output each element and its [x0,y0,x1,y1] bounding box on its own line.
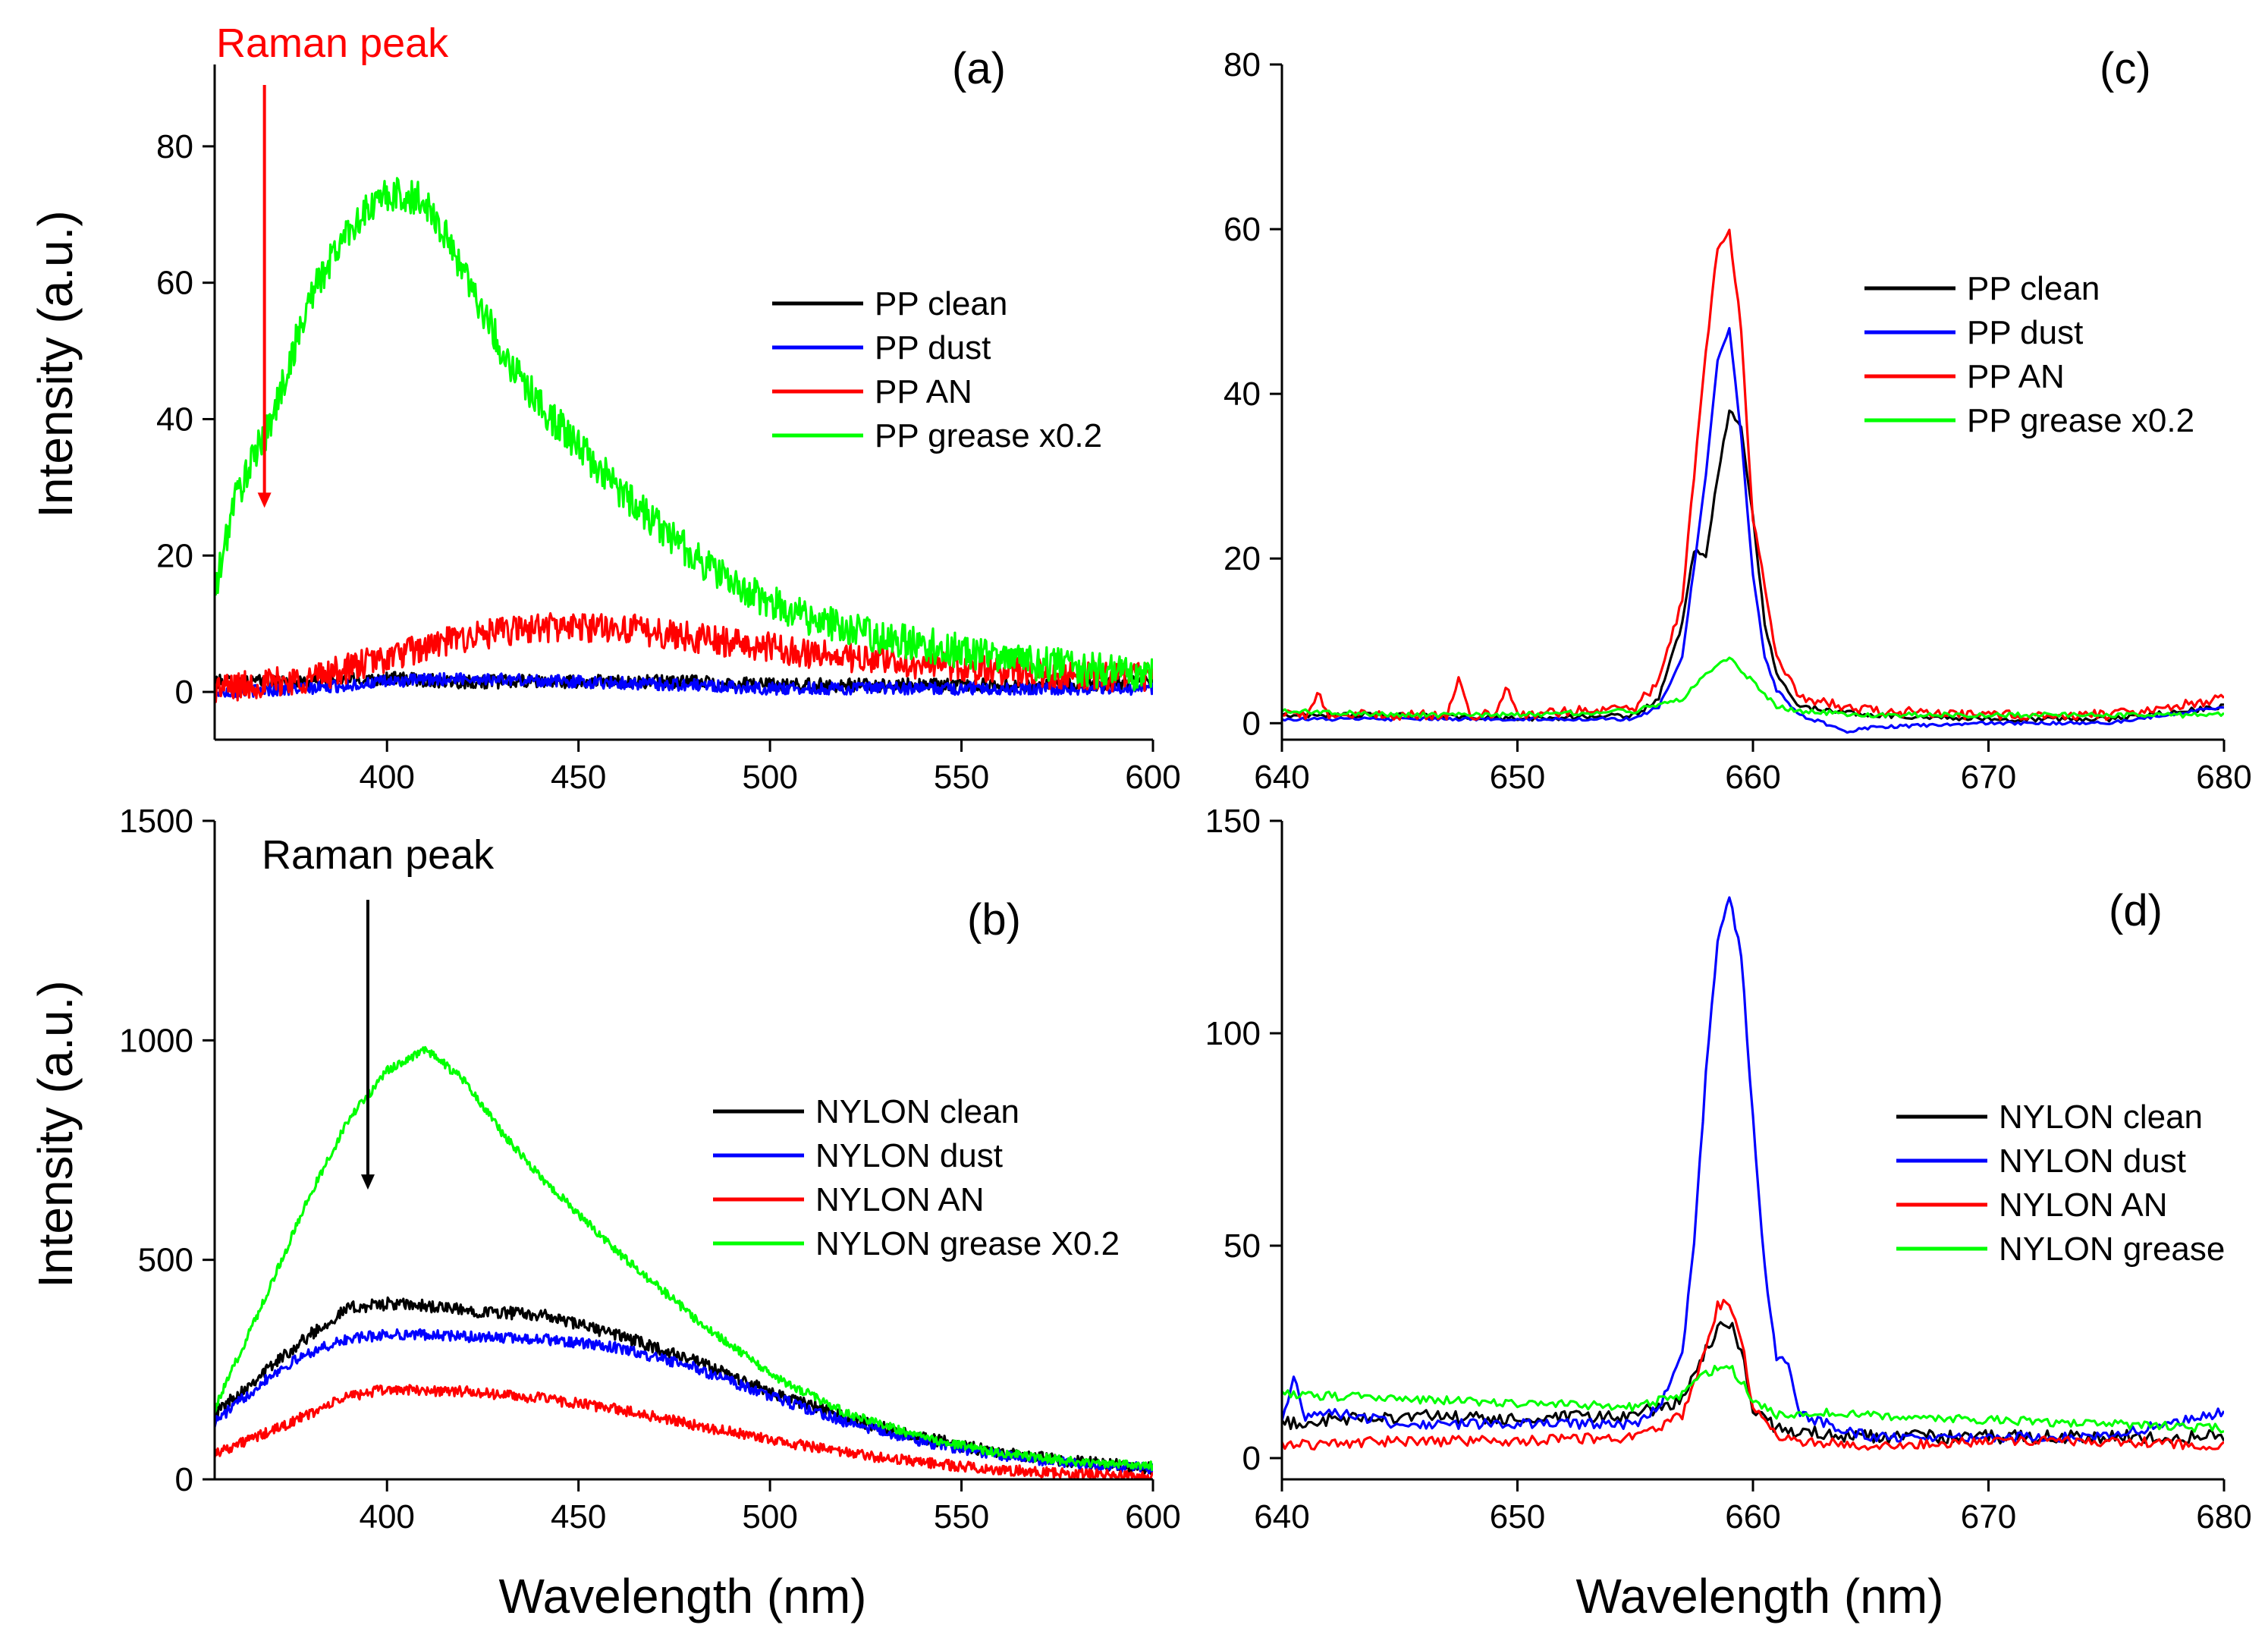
series-line-nylon-grease-x0-2 [215,1045,1153,1472]
x-tick-label: 660 [1725,759,1780,796]
legend-label: NYLON clean [1999,1099,2203,1136]
legend-label: PP AN [1967,358,2065,395]
panel-label: (c) [2100,44,2151,93]
x-tick-label: 500 [742,1498,797,1535]
y-tick-label: 50 [1224,1227,1261,1265]
y-tick-label: 60 [1224,211,1261,248]
y-tick-label: 500 [138,1242,193,1279]
series-line-nylon-grease [1282,1365,2224,1434]
raman-peak-arrow-head [257,492,272,508]
series-line-nylon-clean [215,1296,1153,1476]
x-tick-label: 400 [359,759,414,796]
legend-label: NYLON grease X0.2 [815,1225,1120,1262]
series-line-pp-dust [215,671,1153,699]
panel-d: 640 650 660 670 680 0 50 100 150 (d) NYLON clean NY… [1205,803,2252,1535]
x-tick-label: 640 [1254,759,1309,796]
series-line-pp-grease-x0-2 [215,177,1153,692]
x-tick-label: 600 [1125,759,1180,796]
panel-label: (d) [2109,886,2163,935]
y-tick-label: 0 [1242,1440,1261,1477]
y-tick-label: 60 [156,265,193,302]
raman-peak-annotation: Raman peak [216,20,449,66]
raman-peak-annotation: Raman peak [262,832,495,878]
legend-label: NYLON dust [1999,1143,2186,1180]
y-tick-label: 80 [1224,46,1261,83]
x-tick-label: 660 [1725,1498,1780,1535]
x-axis-title-left: Wavelength (nm) [499,1569,867,1623]
x-tick-label: 400 [359,1498,414,1535]
y-tick-label: 100 [1205,1015,1261,1052]
y-axis-title-bottom: Intensity (a.u.) [28,980,83,1288]
legend-label: PP grease x0.2 [1967,402,2194,439]
legend-label: PP dust [1967,314,2083,351]
y-tick-label: 1500 [119,803,193,840]
panel-label: (a) [952,44,1006,93]
x-tick-label: 450 [551,759,606,796]
y-tick-label: 150 [1205,803,1261,840]
series-group [215,1045,1153,1479]
series-line-pp-dust [1282,327,2224,734]
panel-b: 400 450 500 550 600 0 500 1000 1500 (b) NYLON clea… [119,803,1181,1535]
x-tick-label: 640 [1254,1498,1309,1535]
y-tick-label: 40 [1224,376,1261,413]
panel-label: (b) [967,895,1021,945]
y-tick-label: 80 [156,128,193,165]
x-tick-label: 670 [1961,1498,2016,1535]
legend-label: NYLON AN [815,1181,985,1218]
y-axis-title-top: Intensity (a.u.) [28,210,83,518]
panel-a: 400 450 500 550 600 0 20 40 60 80 (a) PP clean PP du… [156,20,1181,796]
raman-peak-arrow-head [360,1174,375,1190]
x-tick-label: 680 [2196,759,2251,796]
y-tick-label: 40 [156,401,193,438]
legend-label: PP clean [875,285,1007,322]
legend-label: PP grease x0.2 [875,417,1102,454]
legend-label: NYLON dust [815,1137,1003,1174]
x-tick-label: 670 [1961,759,2016,796]
y-tick-label: 0 [1242,705,1261,742]
y-tick-label: 0 [175,1461,193,1498]
legend-label: NYLON AN [1999,1187,2168,1224]
x-tick-label: 500 [742,759,797,796]
panel-c: 640 650 660 670 680 0 20 40 60 80 (c) PP clean PP du… [1224,44,2252,796]
y-tick-label: 1000 [119,1022,193,1059]
series-group [215,177,1153,703]
x-tick-label: 550 [934,1498,989,1535]
x-tick-label: 450 [551,1498,606,1535]
series-group [1282,896,2224,1451]
series-line-nylon-an [215,1384,1153,1479]
legend-label: PP dust [875,329,991,366]
legend-label: NYLON grease [1999,1231,2225,1268]
legend-label: PP AN [875,373,972,410]
x-tick-label: 680 [2196,1498,2251,1535]
series-line-pp-grease-x0-2 [1282,656,2224,719]
x-axis-title-right: Wavelength (nm) [1576,1569,1944,1623]
series-group [1282,228,2224,734]
x-tick-label: 650 [1490,759,1545,796]
y-tick-label: 0 [175,674,193,711]
series-line-nylon-an [1282,1299,2224,1451]
x-tick-label: 650 [1490,1498,1545,1535]
legend-label: PP clean [1967,270,2100,307]
legend-label: NYLON clean [815,1093,1019,1130]
y-tick-label: 20 [1224,540,1261,577]
y-tick-label: 20 [156,537,193,574]
x-tick-label: 600 [1125,1498,1180,1535]
x-tick-label: 550 [934,759,989,796]
